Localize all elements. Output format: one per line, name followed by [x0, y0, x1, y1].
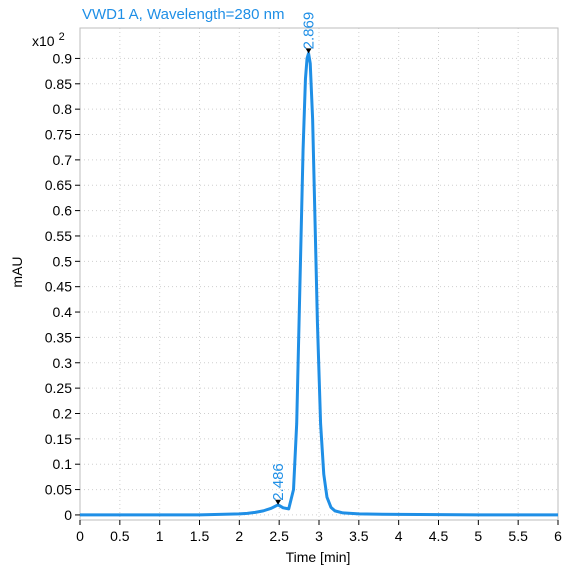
y-tick-label: 0 [64, 507, 72, 523]
y-axis-label: mAU [9, 256, 25, 287]
y-tick-label: 0.1 [53, 456, 73, 472]
x-tick-label: 4.5 [429, 528, 449, 544]
x-tick-label: 2 [235, 528, 243, 544]
x-tick-label: 3 [315, 528, 323, 544]
x-axis-label: Time [min] [286, 549, 351, 565]
signal-trace [80, 51, 558, 517]
y-tick-label: 0.2 [53, 405, 73, 421]
x-tick-label: 1.5 [190, 528, 210, 544]
chart-title: VWD1 A, Wavelength=280 nm [82, 6, 284, 23]
y-tick-label: 0.7 [53, 152, 73, 168]
x-tick-label: 4 [395, 528, 403, 544]
x-tick-label: 1 [156, 528, 164, 544]
y-tick-label: 0.6 [53, 203, 73, 219]
y-multiplier-base: x10 [32, 33, 55, 49]
y-tick-label: 0.3 [53, 355, 73, 371]
grid [79, 28, 559, 520]
x-tick-label: 0 [76, 528, 84, 544]
y-tick-label: 0.8 [53, 101, 73, 117]
x-tick-label: 3.5 [349, 528, 369, 544]
y-tick-label: 0.15 [45, 431, 72, 447]
y-tick-label: 0.75 [45, 127, 72, 143]
peak-marker [275, 499, 282, 505]
y-axis-ticks: 0 0.05 0.1 0.15 0.2 0.25 0.3 0.35 0.4 0.45 0.5 0.55… [45, 50, 80, 523]
peak-label: 2.869 [301, 12, 318, 50]
x-tick-label: 2.5 [269, 528, 289, 544]
y-tick-label: 0.4 [53, 304, 73, 320]
x-axis-ticks: 0 0.5 1 1.5 2 2.5 3 3.5 4 4.5 5 5.5 6 [76, 520, 562, 544]
y-multiplier-label: x10 2 [32, 31, 65, 49]
x-tick-label: 6 [554, 528, 562, 544]
peak-label: 2.486 [270, 463, 287, 501]
x-tick-label: 5.5 [508, 528, 528, 544]
x-tick-label: 0.5 [110, 528, 130, 544]
y-tick-label: 0.85 [45, 76, 72, 92]
y-tick-label: 0.35 [45, 329, 72, 345]
plot-frame [79, 27, 559, 521]
y-tick-label: 0.05 [45, 482, 72, 498]
y-tick-label: 0.65 [45, 177, 72, 193]
y-tick-label: 0.9 [53, 50, 73, 66]
x-tick-label: 5 [474, 528, 482, 544]
y-tick-label: 0.25 [45, 380, 72, 396]
peak-markers: 2.486 2.869 [270, 12, 318, 505]
y-tick-label: 0.55 [45, 228, 72, 244]
y-tick-label: 0.45 [45, 279, 72, 295]
y-multiplier-exponent: 2 [59, 31, 65, 43]
peak-marker [305, 48, 312, 54]
y-tick-label: 0.5 [53, 253, 73, 269]
